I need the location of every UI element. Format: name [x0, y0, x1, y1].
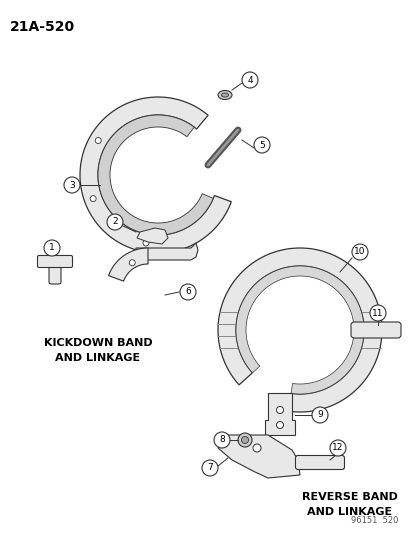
Circle shape: [95, 138, 101, 143]
Text: 1: 1: [49, 244, 55, 253]
FancyBboxPatch shape: [38, 255, 72, 268]
Circle shape: [369, 305, 385, 321]
Text: 3: 3: [69, 181, 75, 190]
Circle shape: [242, 72, 257, 88]
Polygon shape: [264, 393, 294, 435]
Text: 7: 7: [206, 464, 212, 472]
Circle shape: [44, 240, 60, 256]
FancyBboxPatch shape: [350, 322, 400, 338]
Polygon shape: [80, 97, 231, 253]
Text: REVERSE BAND
AND LINKAGE: REVERSE BAND AND LINKAGE: [301, 492, 397, 517]
Circle shape: [214, 432, 230, 448]
Text: 4: 4: [247, 76, 252, 85]
Circle shape: [64, 177, 80, 193]
Text: 9: 9: [316, 410, 322, 419]
Circle shape: [276, 407, 283, 414]
Circle shape: [252, 444, 260, 452]
Text: 12: 12: [332, 443, 343, 453]
Text: 21A-520: 21A-520: [10, 20, 75, 34]
Polygon shape: [98, 115, 213, 235]
Circle shape: [180, 284, 195, 300]
Polygon shape: [137, 228, 168, 244]
Circle shape: [107, 214, 123, 230]
Text: 10: 10: [354, 247, 365, 256]
Ellipse shape: [218, 91, 231, 100]
Text: 11: 11: [371, 309, 383, 318]
Circle shape: [311, 407, 327, 423]
Circle shape: [237, 433, 252, 447]
FancyBboxPatch shape: [49, 260, 61, 284]
Polygon shape: [136, 243, 197, 260]
Text: 2: 2: [112, 217, 118, 227]
Circle shape: [351, 244, 367, 260]
FancyBboxPatch shape: [295, 456, 344, 470]
Ellipse shape: [221, 93, 228, 97]
Circle shape: [90, 196, 96, 201]
Text: 6: 6: [185, 287, 190, 296]
Circle shape: [202, 460, 218, 476]
Circle shape: [329, 440, 345, 456]
Circle shape: [142, 240, 149, 246]
Polygon shape: [108, 248, 147, 281]
Circle shape: [254, 137, 269, 153]
Text: 96151  520: 96151 520: [350, 516, 397, 525]
Polygon shape: [218, 435, 299, 478]
Polygon shape: [235, 266, 363, 394]
Text: 5: 5: [259, 141, 264, 149]
Text: 8: 8: [218, 435, 224, 445]
Text: KICKDOWN BAND
AND LINKAGE: KICKDOWN BAND AND LINKAGE: [44, 338, 152, 363]
Circle shape: [129, 260, 135, 266]
Polygon shape: [218, 248, 381, 412]
Circle shape: [276, 422, 283, 429]
Circle shape: [241, 437, 248, 443]
